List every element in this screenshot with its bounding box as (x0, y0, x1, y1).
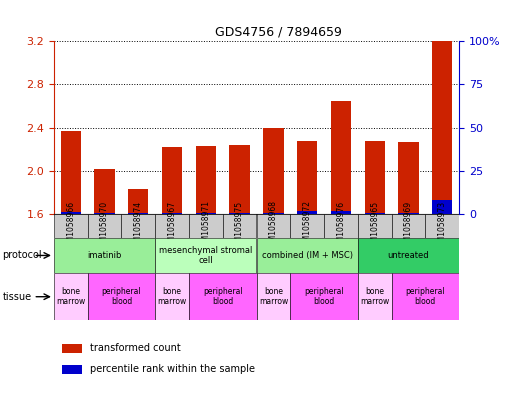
Bar (229, 145, 250, 214)
Bar (155, 273, 189, 320)
Text: GSM1058968: GSM1058968 (269, 200, 278, 252)
Bar (256, 273, 290, 320)
Bar (61, 131, 81, 214)
Text: GSM1058973: GSM1058973 (438, 200, 447, 252)
Bar (290, 214, 324, 238)
Bar (155, 238, 256, 273)
Bar (195, 213, 216, 214)
Bar (229, 213, 250, 214)
Bar (365, 213, 385, 214)
Bar (290, 273, 358, 320)
Bar (365, 141, 385, 214)
Bar (189, 273, 256, 320)
Text: GSM1058970: GSM1058970 (100, 200, 109, 252)
Text: bone
marrow: bone marrow (56, 287, 85, 307)
Bar (425, 214, 459, 238)
Bar (223, 214, 256, 238)
Bar (263, 213, 284, 214)
Bar (263, 128, 284, 214)
Text: combined (IM + MSC): combined (IM + MSC) (262, 251, 352, 260)
Bar (61, 211, 81, 214)
Text: bone
marrow: bone marrow (157, 287, 187, 307)
Text: transformed count: transformed count (90, 343, 181, 353)
Bar (54, 214, 88, 238)
Bar (94, 213, 114, 214)
Text: peripheral
blood: peripheral blood (304, 287, 344, 307)
Bar (391, 214, 425, 238)
Bar (88, 273, 155, 320)
Text: peripheral
blood: peripheral blood (102, 287, 141, 307)
Bar (324, 214, 358, 238)
Text: GSM1058976: GSM1058976 (337, 200, 345, 252)
Text: bone
marrow: bone marrow (259, 287, 288, 307)
Bar (162, 213, 182, 214)
Text: GSM1058966: GSM1058966 (66, 200, 75, 252)
Text: GSM1058967: GSM1058967 (168, 200, 176, 252)
Bar (256, 238, 358, 273)
Bar (297, 211, 317, 214)
Text: GDS4756 / 7894659: GDS4756 / 7894659 (215, 26, 342, 39)
Text: imatinib: imatinib (87, 251, 122, 260)
Bar (88, 214, 122, 238)
Bar (189, 214, 223, 238)
Bar (432, 200, 452, 214)
Bar (358, 238, 459, 273)
Text: percentile rank within the sample: percentile rank within the sample (90, 364, 255, 375)
Bar (256, 214, 290, 238)
Text: GSM1058965: GSM1058965 (370, 200, 379, 252)
Text: peripheral
blood: peripheral blood (203, 287, 243, 307)
Bar (62, 344, 82, 353)
Text: mesenchymal stromal
cell: mesenchymal stromal cell (159, 246, 252, 265)
Text: peripheral
blood: peripheral blood (406, 287, 445, 307)
Bar (122, 214, 155, 238)
Bar (54, 238, 155, 273)
Bar (128, 189, 148, 214)
Text: tissue: tissue (3, 292, 32, 302)
Bar (195, 146, 216, 214)
Bar (62, 365, 82, 374)
Bar (128, 213, 148, 214)
Bar (358, 214, 391, 238)
Text: protocol: protocol (3, 250, 42, 261)
Text: GSM1058969: GSM1058969 (404, 200, 413, 252)
Bar (162, 147, 182, 214)
Bar (358, 273, 391, 320)
Bar (94, 169, 114, 214)
Text: GSM1058975: GSM1058975 (235, 200, 244, 252)
Text: GSM1058971: GSM1058971 (201, 200, 210, 252)
Bar (391, 273, 459, 320)
Text: GSM1058974: GSM1058974 (134, 200, 143, 252)
Bar (432, 41, 452, 214)
Text: bone
marrow: bone marrow (360, 287, 389, 307)
Bar (54, 273, 88, 320)
Text: GSM1058972: GSM1058972 (303, 200, 312, 252)
Text: untreated: untreated (388, 251, 429, 260)
Bar (331, 211, 351, 214)
Bar (398, 213, 419, 214)
Bar (398, 142, 419, 214)
Bar (331, 101, 351, 214)
Bar (155, 214, 189, 238)
Bar (297, 141, 317, 214)
